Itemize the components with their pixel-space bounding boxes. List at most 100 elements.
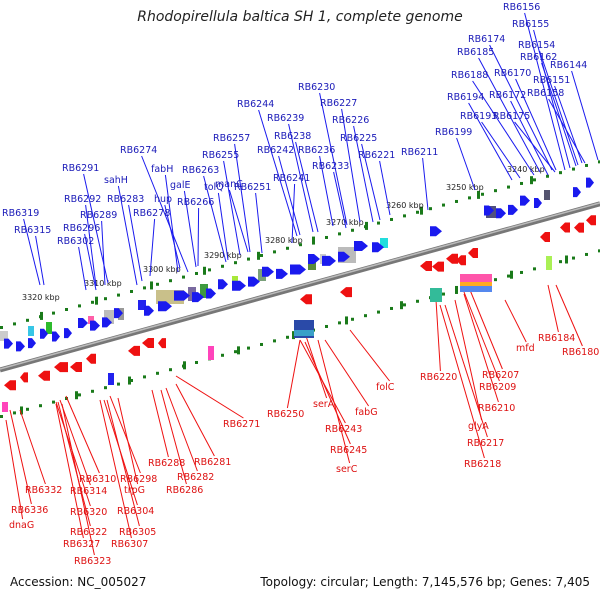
forward-gene-label: RB6162 <box>520 52 557 63</box>
major-tick <box>203 266 206 275</box>
track-dot <box>182 275 185 279</box>
forward-gene-label: manC <box>215 179 243 190</box>
track-dot <box>247 346 250 350</box>
reverse-gene-arrow <box>432 261 444 272</box>
forward-leader-line <box>353 125 374 223</box>
forward-gene-label: RB6151 <box>533 75 570 86</box>
reverse-gene-label: RB6304 <box>117 506 154 517</box>
forward-gene-label: RB6230 <box>298 82 335 93</box>
forward-gene-label: hup <box>154 194 172 205</box>
track-dot <box>156 282 159 286</box>
track-dot <box>390 217 393 221</box>
reverse-leader-line <box>151 389 169 458</box>
forward-gene-arrow <box>16 341 25 352</box>
track-dot <box>169 368 172 372</box>
forward-gene-label: RB6239 <box>267 113 304 124</box>
forward-gene-label: RB6278 <box>133 208 170 219</box>
reverse-leader-line <box>463 293 499 403</box>
major-tick <box>292 331 295 340</box>
forward-gene-label: RB6144 <box>550 60 587 71</box>
forward-tick-track <box>0 160 600 329</box>
reverse-leader-line <box>324 339 370 407</box>
forward-gene-arrow <box>308 254 320 265</box>
forward-gene-label: RB6255 <box>202 150 239 161</box>
feature-block <box>430 288 442 302</box>
forward-leader-line <box>571 70 599 161</box>
reverse-leader-line <box>304 341 351 445</box>
track-dot <box>260 342 263 346</box>
forward-gene-label: RB6226 <box>332 115 369 126</box>
forward-gene-label: RB6283 <box>107 194 144 205</box>
forward-leader-line <box>472 80 535 176</box>
forward-gene-arrow <box>206 288 216 299</box>
forward-gene-label: RB6319 <box>2 208 39 219</box>
reverse-gene-arrow <box>128 345 140 356</box>
forward-gene-label: RB6292 <box>64 194 101 205</box>
reverse-gene-label: RB6271 <box>223 419 260 430</box>
reverse-gene-label: RB6220 <box>420 372 457 383</box>
forward-gene-label: RB6185 <box>457 47 494 58</box>
reverse-leader-line <box>469 289 503 370</box>
forward-gene-arrow <box>430 226 442 237</box>
reverse-leader-line <box>99 399 132 539</box>
reverse-gene-label: RB6305 <box>119 527 156 538</box>
track-dot <box>429 207 432 211</box>
forward-gene-arrow <box>28 338 36 349</box>
forward-gene-arrow <box>52 331 60 342</box>
reverse-gene-label: RB6245 <box>330 445 367 456</box>
forward-gene-label: RB6291 <box>62 163 99 174</box>
track-dot <box>481 192 484 196</box>
track-dot <box>520 181 523 185</box>
forward-gene-label: RB6242 <box>257 145 294 156</box>
reverse-leader-line <box>109 395 141 474</box>
track-dot <box>338 232 341 236</box>
forward-gene-label: RB6225 <box>340 133 377 144</box>
track-dot <box>104 386 107 390</box>
reverse-gene-label: RB6281 <box>194 457 231 468</box>
reverse-gene-label: serC <box>336 464 358 475</box>
reverse-leader-line <box>117 397 139 485</box>
feature-block <box>294 330 314 336</box>
reverse-gene-arrow <box>468 247 478 258</box>
forward-gene-arrow <box>232 280 246 291</box>
track-dot <box>585 163 588 167</box>
track-dot <box>416 299 419 303</box>
major-tick <box>257 251 260 260</box>
major-tick <box>150 281 153 290</box>
forward-leader-line <box>468 102 513 181</box>
forward-gene-label: RB6170 <box>494 68 531 79</box>
feature-block <box>138 300 146 310</box>
track-dot <box>143 375 146 379</box>
forward-gene-label: RB6221 <box>358 150 395 161</box>
feature-block <box>460 286 492 292</box>
forward-gene-label: RB6227 <box>320 98 357 109</box>
track-dot <box>221 353 224 357</box>
label-leader-lines <box>5 12 599 556</box>
forward-gene-arrow <box>508 204 518 215</box>
track-dot <box>39 404 42 408</box>
reverse-gene-label: RB6314 <box>70 486 107 497</box>
reverse-leader-line <box>504 299 527 343</box>
forward-leader-line <box>341 108 361 223</box>
forward-gene-label: RB6263 <box>182 165 219 176</box>
track-dot <box>247 257 250 261</box>
reverse-gene-arrow <box>560 222 570 233</box>
major-tick <box>20 406 23 415</box>
track-dot <box>598 160 600 164</box>
genome-backbone <box>0 201 600 373</box>
track-dot <box>325 235 328 239</box>
forward-gene-label: RB6193 <box>460 111 497 122</box>
scale-label: 3260 kbp <box>386 201 424 210</box>
scale-label: 3240 kbp <box>507 165 545 174</box>
track-dot <box>533 178 536 182</box>
track-dot <box>0 415 3 418</box>
forward-gene-label: RB6172 <box>489 90 526 101</box>
forward-gene-arrow <box>290 264 306 275</box>
track-dot <box>169 279 172 283</box>
major-tick <box>365 221 368 230</box>
reverse-gene-label: RB6336 <box>11 505 48 516</box>
major-tick <box>95 296 98 305</box>
forward-leader-line <box>481 121 521 179</box>
reverse-gene-label: RB6209 <box>479 382 516 393</box>
